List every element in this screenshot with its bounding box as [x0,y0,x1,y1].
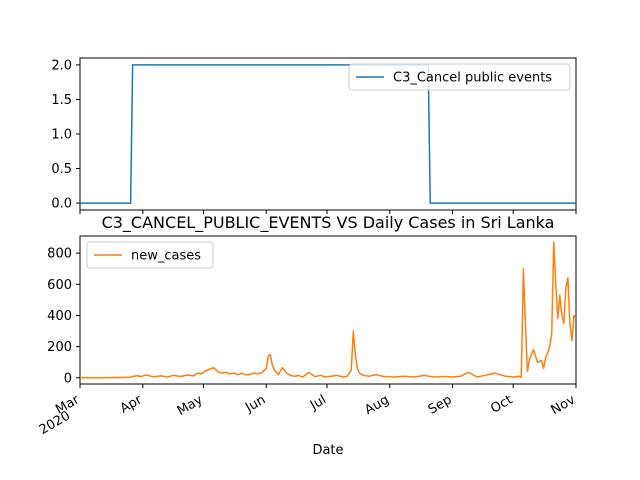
top-legend-box [348,63,571,91]
chart-title: C3_CANCEL_PUBLIC_EVENTS VS Daily Cases i… [102,213,555,233]
bottom-legend-box [86,241,214,269]
top-y-tick-label: 1.5 [51,93,72,108]
x-tick-label: Jul [307,392,329,413]
bottom-legend: new_cases [86,241,214,269]
bottom-y-tick-label: 800 [47,247,72,262]
bottom-legend-label: new_cases [131,249,201,264]
top-y-tick-label: 1.0 [51,128,72,143]
top-y-tick-label: 0.0 [51,197,72,212]
bottom-y-tick-label: 200 [47,340,72,355]
bottom-y-tick-label: 400 [47,309,72,324]
series-line-c3-cancel-public-events [80,64,576,204]
top-legend-label: C3_Cancel public events [393,71,552,86]
top-y-tick-label: 2.0 [51,58,72,73]
bottom-y-tick-label: 0 [64,371,72,386]
top-subplot: 0.0 0.5 1.0 1.5 2.0 C3_Cancel public events [51,57,577,214]
bottom-axes-frame [79,235,577,385]
series-line-new-cases [80,241,577,379]
top-legend: C3_Cancel public events [348,63,571,91]
bottom-y-tick-label: 600 [47,278,72,293]
top-y-tick-label: 0.5 [51,162,72,177]
x-axis-label: Date [312,443,343,458]
